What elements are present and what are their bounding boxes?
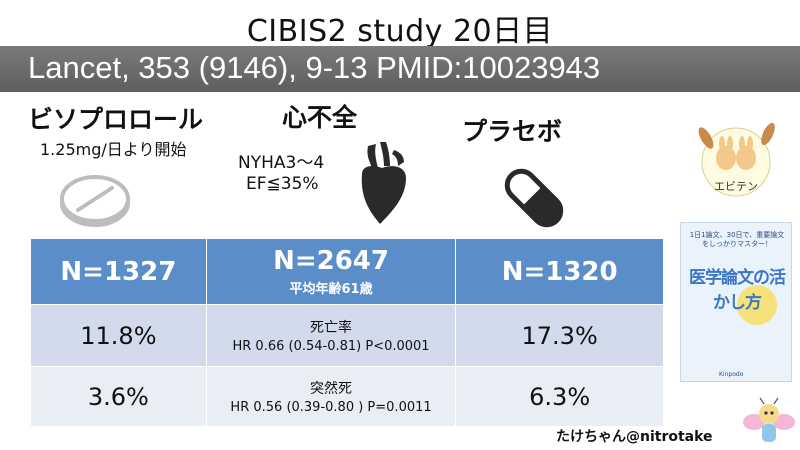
book-cover: 1日1論文、30日で、重要論文をしっかりマスター！ 医学論文の活かし方 Kinp… (680, 222, 792, 382)
mortality-hr: HR 0.66 (0.54-0.81) P<0.0001 (232, 339, 430, 354)
sudden-death-placebo: 6.3% (455, 366, 664, 427)
citation-text: Lancet, 353 (9146), 9-13 PMID:10023943 (28, 50, 601, 85)
table-header-row: N=1327 N=2647 平均年齢61歳 N=1320 (30, 238, 664, 305)
author-credit: たけちゃん@nitrotake (556, 429, 713, 445)
pill-icon (60, 175, 130, 227)
total-n-cell: N=2647 平均年齢61歳 (205, 238, 457, 305)
total-n: N=2647 (273, 246, 389, 276)
sudden-death-label: 突然死 (310, 381, 353, 397)
sudden-death-hr: HR 0.56 (0.39-0.80 ) P=0.0011 (230, 400, 432, 415)
placebo-n-cell: N=1320 (455, 238, 664, 305)
results-table: N=1327 N=2647 平均年齢61歳 N=1320 11.8% 死亡率 H… (30, 238, 664, 427)
book-tagline: 1日1論文、30日で、重要論文をしっかりマスター！ (689, 231, 785, 248)
logo-text: エビテン (714, 180, 758, 193)
mortality-stat-cell: 死亡率 HR 0.66 (0.54-0.81) P<0.0001 (205, 304, 457, 367)
table-row: 11.8% 死亡率 HR 0.66 (0.54-0.81) P<0.0001 1… (30, 304, 664, 367)
citation-banner: Lancet, 353 (9146), 9-13 PMID:10023943 (0, 46, 800, 92)
capsule-icon (504, 168, 564, 228)
placebo-n: N=1320 (501, 256, 618, 287)
heart-icon (361, 142, 406, 224)
drug-dose: 1.25mg/日より開始 (40, 140, 187, 159)
table-row: 3.6% 突然死 HR 0.56 (0.39-0.80 ) P=0.0011 6… (30, 366, 664, 427)
mascot-icon (743, 397, 795, 442)
mortality-placebo: 17.3% (455, 304, 664, 367)
mortality-drug: 11.8% (30, 304, 207, 367)
sudden-death-stat-cell: 突然死 HR 0.56 (0.39-0.80 ) P=0.0011 (205, 366, 457, 427)
nyha-class: NYHA3～4 (238, 153, 325, 173)
book-decoration (737, 285, 777, 325)
mean-age: 平均年齢61歳 (289, 282, 373, 297)
slide-title: CIBIS2 study 20日目 (246, 14, 554, 49)
drug-name: ビソプロロール (28, 105, 204, 134)
sudden-death-drug: 3.6% (30, 366, 207, 427)
mortality-label: 死亡率 (310, 320, 353, 336)
heart-failure-label: 心不全 (282, 103, 358, 132)
evi-ten-logo: エビテン (698, 122, 775, 197)
drug-n-cell: N=1327 (30, 238, 207, 305)
placebo-label: プラセボ (462, 117, 563, 146)
book-title: 医学論文の活かし方 (689, 268, 786, 313)
ejection-fraction: EF≦35% (246, 174, 319, 194)
drug-n: N=1327 (60, 256, 177, 287)
book-publisher: Kinpodo (719, 371, 744, 378)
